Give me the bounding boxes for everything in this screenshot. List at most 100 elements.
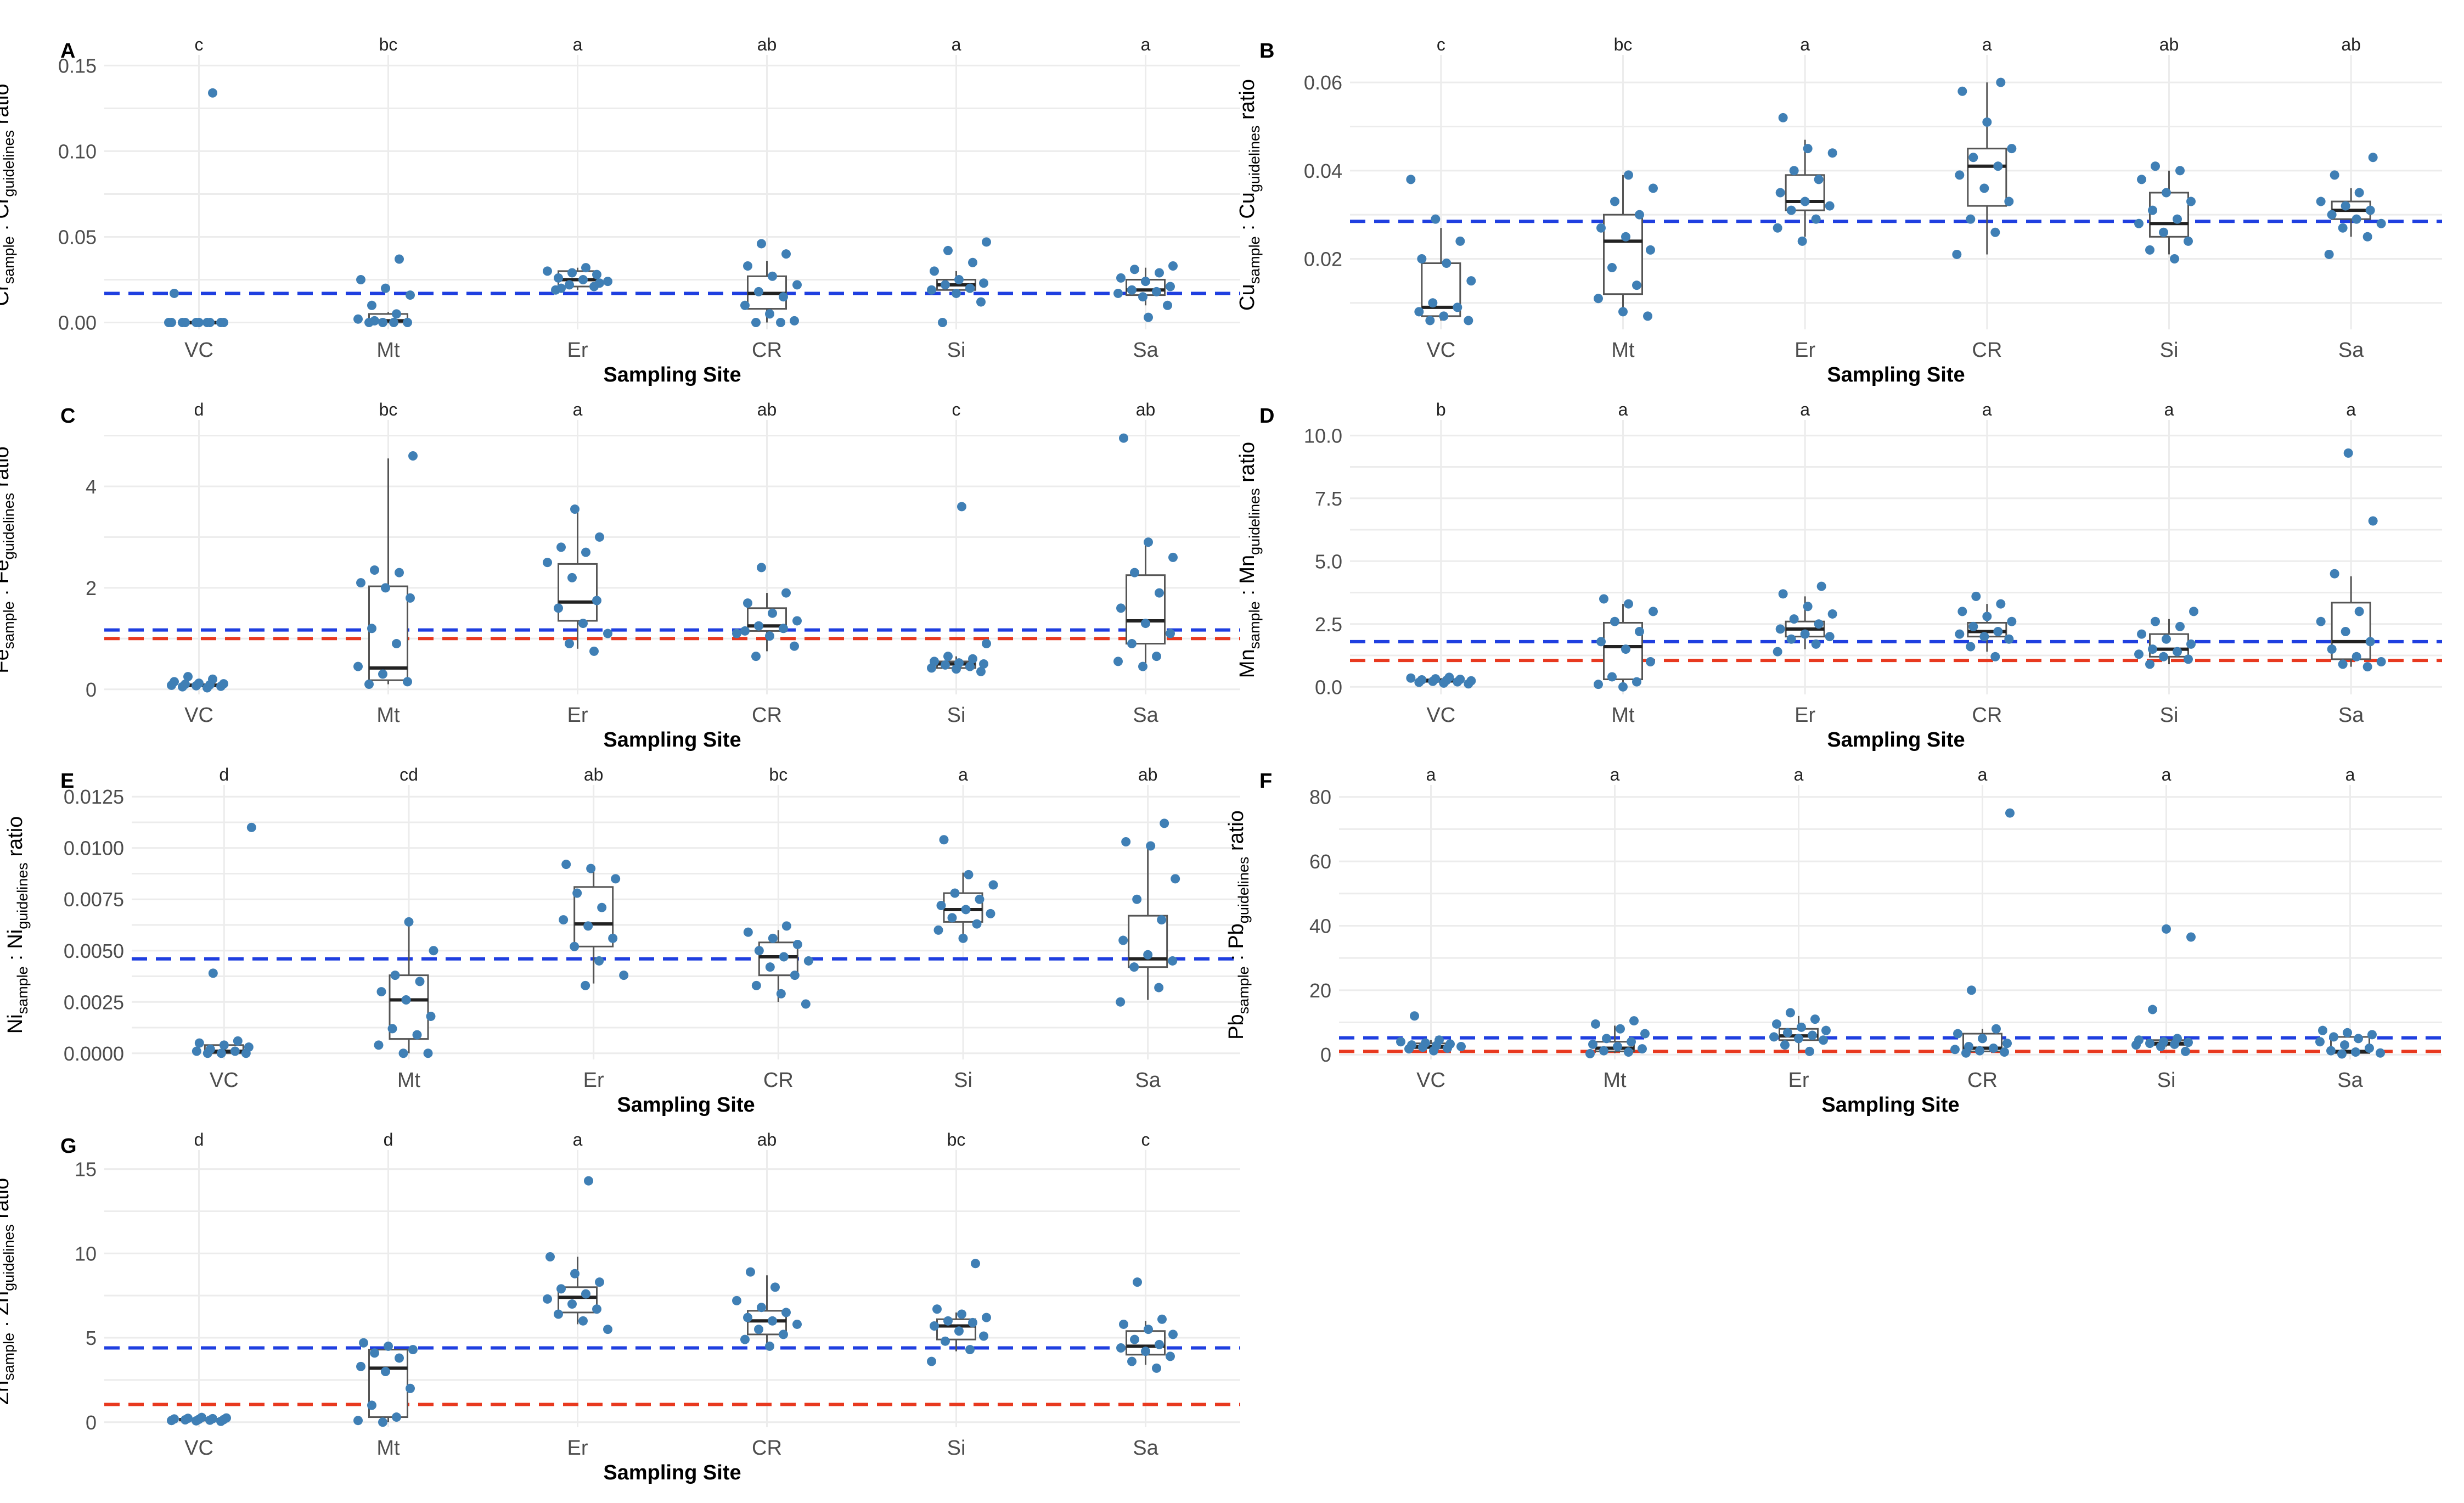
- data-point: [1118, 935, 1128, 945]
- data-point: [1464, 316, 1473, 326]
- data-point: [429, 946, 438, 956]
- data-point: [1979, 183, 1989, 193]
- data-point: [779, 624, 788, 633]
- data-point: [395, 568, 404, 577]
- x-axis-label: Sampling Site: [603, 363, 741, 386]
- data-point: [1780, 1040, 1790, 1050]
- data-point: [1163, 300, 1172, 310]
- data-point: [581, 980, 590, 990]
- data-point: [1431, 214, 1441, 224]
- data-point: [1455, 675, 1465, 685]
- data-point: [2326, 1046, 2336, 1056]
- y-tick-label: 0.0075: [64, 888, 124, 911]
- data-point: [170, 288, 179, 298]
- data-point: [958, 933, 968, 943]
- data-point: [570, 1269, 580, 1278]
- data-point: [1456, 1042, 1466, 1052]
- data-point: [567, 268, 577, 278]
- x-tick-label: Sa: [1133, 339, 1158, 362]
- data-point: [1439, 311, 1449, 321]
- significance-letter: a: [1982, 400, 1992, 419]
- data-point: [930, 266, 939, 276]
- data-point: [1621, 644, 1630, 654]
- data-point: [1113, 288, 1123, 298]
- panel-d: D 0.0 2.5 5.0 7.5 10.0 Mnsample : Mnguidelines…: [1236, 400, 2442, 752]
- x-tick-label: VC: [210, 1069, 239, 1092]
- data-point: [1786, 1008, 1795, 1018]
- data-point: [1466, 276, 1476, 286]
- x-tick-label: Sa: [2338, 339, 2364, 362]
- data-point: [768, 608, 777, 618]
- x-tick-label: Si: [2157, 1069, 2176, 1092]
- data-point: [378, 669, 387, 679]
- x-tick-label: Sa: [1133, 1437, 1158, 1460]
- x-tick-label: Si: [947, 339, 966, 362]
- data-point: [1132, 894, 1142, 904]
- data-point: [1624, 1047, 1633, 1057]
- data-point: [964, 870, 974, 879]
- data-point: [183, 1414, 193, 1423]
- significance-letter: a: [2162, 765, 2172, 784]
- data-point: [1640, 1029, 1650, 1039]
- data-point: [381, 283, 390, 293]
- data-point: [979, 659, 988, 669]
- data-point: [746, 1267, 755, 1277]
- data-point: [595, 532, 604, 542]
- data-point: [1407, 1040, 1416, 1050]
- data-point: [592, 270, 601, 279]
- data-point: [1992, 1024, 2001, 1034]
- data-point: [581, 547, 590, 557]
- data-point: [543, 1294, 552, 1304]
- data-point: [2316, 197, 2326, 206]
- data-point: [219, 679, 228, 689]
- y-axis-label-part: : Cu: [1236, 192, 1259, 236]
- x-tick-label: Er: [583, 1069, 604, 1092]
- data-point: [740, 1334, 750, 1344]
- data-point: [1410, 1011, 1419, 1021]
- significance-letter: d: [384, 1130, 393, 1149]
- data-point: [2134, 218, 2144, 228]
- data-point: [584, 1176, 593, 1186]
- data-point: [1789, 614, 1799, 624]
- data-point: [2338, 223, 2348, 233]
- x-tick-label: Er: [1794, 704, 1815, 727]
- data-point: [1821, 1025, 1831, 1035]
- y-axis-label-subscript: sample: [1, 236, 17, 284]
- box-iqr: [573, 886, 614, 947]
- x-tick-label: VC: [1426, 339, 1455, 362]
- y-axis-label-subscript: guidelines: [1246, 126, 1263, 193]
- y-tick-label: 40: [1309, 915, 1331, 937]
- data-point: [194, 678, 204, 688]
- data-point: [578, 619, 588, 629]
- data-point: [370, 565, 379, 575]
- y-tick-label: 10.0: [1304, 424, 1342, 447]
- x-tick-label: Sa: [1133, 704, 1158, 727]
- panel-label: B: [1259, 40, 1274, 63]
- data-point: [592, 1304, 601, 1314]
- y-axis-label-part: ratio: [1236, 79, 1259, 125]
- data-point: [208, 674, 217, 684]
- data-point: [219, 1040, 229, 1050]
- data-point: [957, 1309, 966, 1319]
- data-point: [779, 952, 789, 962]
- data-point: [751, 652, 761, 661]
- data-point: [1966, 214, 1976, 224]
- data-point: [545, 1252, 555, 1261]
- data-point: [1825, 201, 1835, 211]
- y-axis-label-subscript: sample: [1246, 236, 1263, 284]
- x-tick-label: Mt: [1611, 339, 1635, 362]
- panel-label: F: [1259, 770, 1272, 793]
- data-point: [986, 908, 995, 918]
- data-point: [2343, 448, 2353, 458]
- data-point: [567, 573, 577, 582]
- data-point: [1803, 144, 1813, 154]
- data-point: [390, 971, 400, 980]
- data-point: [2315, 1037, 2325, 1047]
- data-point: [1993, 161, 2003, 171]
- x-tick-label: Mt: [1611, 704, 1635, 727]
- data-point: [2184, 1037, 2193, 1047]
- y-axis-label-subscript: guidelines: [1246, 488, 1263, 555]
- data-point: [2159, 652, 2168, 661]
- data-point: [1599, 1046, 1608, 1056]
- data-point: [2145, 1039, 2154, 1048]
